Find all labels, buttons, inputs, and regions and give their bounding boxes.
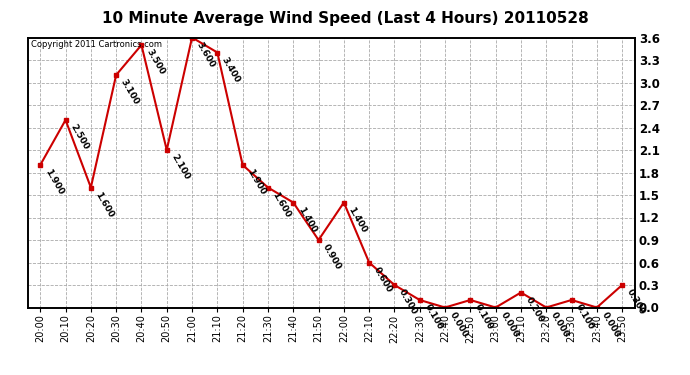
- Text: 3.500: 3.500: [144, 48, 166, 76]
- Text: 3.400: 3.400: [220, 55, 242, 84]
- Text: 0.300: 0.300: [625, 288, 647, 316]
- Text: Copyright 2011 Cartronics.com: Copyright 2011 Cartronics.com: [30, 40, 161, 49]
- Text: 1.400: 1.400: [346, 205, 368, 234]
- Text: 10 Minute Average Wind Speed (Last 4 Hours) 20110528: 10 Minute Average Wind Speed (Last 4 Hou…: [101, 11, 589, 26]
- Text: 0.100: 0.100: [574, 303, 596, 332]
- Text: 3.100: 3.100: [119, 78, 141, 106]
- Text: 0.000: 0.000: [600, 310, 622, 339]
- Text: 0.900: 0.900: [322, 243, 343, 272]
- Text: 1.600: 1.600: [270, 190, 293, 219]
- Text: 0.100: 0.100: [422, 303, 444, 332]
- Text: 0.100: 0.100: [473, 303, 495, 332]
- Text: 2.100: 2.100: [170, 153, 191, 182]
- Text: 0.000: 0.000: [448, 310, 470, 339]
- Text: 1.900: 1.900: [43, 168, 65, 197]
- Text: 0.000: 0.000: [549, 310, 571, 339]
- Text: 2.500: 2.500: [68, 123, 90, 152]
- Text: 1.900: 1.900: [246, 168, 267, 197]
- Text: 0.000: 0.000: [498, 310, 520, 339]
- Text: 0.200: 0.200: [524, 295, 546, 324]
- Text: 1.400: 1.400: [296, 205, 318, 234]
- Text: 0.600: 0.600: [372, 265, 394, 294]
- Text: 3.600: 3.600: [195, 40, 217, 69]
- Text: 1.600: 1.600: [94, 190, 115, 219]
- Text: 0.300: 0.300: [397, 288, 419, 316]
